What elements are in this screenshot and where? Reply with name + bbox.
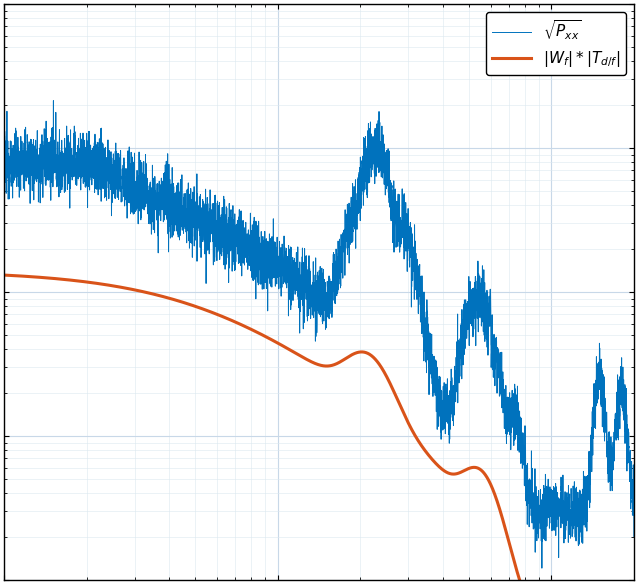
- $\sqrt{P_{xx}}$: [115, 169, 122, 176]
- $\sqrt{P_{xx}}$: [538, 565, 545, 572]
- $|W_f| * |T_{d/f}|$: [1, 272, 8, 279]
- Line: $\sqrt{P_{xx}}$: $\sqrt{P_{xx}}$: [4, 100, 634, 568]
- $\sqrt{P_{xx}}$: [518, 453, 526, 460]
- $\sqrt{P_{xx}}$: [241, 237, 249, 244]
- $|W_f| * |T_{d/f}|$: [115, 283, 122, 290]
- $|W_f| * |T_{d/f}|$: [378, 364, 385, 371]
- $|W_f| * |T_{d/f}|$: [410, 430, 417, 437]
- Legend: $\sqrt{P_{xx}}$, $|W_f| * |T_{d/f}|$: $\sqrt{P_{xx}}$, $|W_f| * |T_{d/f}|$: [486, 12, 626, 75]
- $\sqrt{P_{xx}}$: [470, 315, 478, 322]
- $\sqrt{P_{xx}}$: [378, 123, 386, 130]
- $\sqrt{P_{xx}}$: [630, 533, 637, 540]
- $\sqrt{P_{xx}}$: [1, 162, 8, 169]
- $|W_f| * |T_{d/f}|$: [470, 464, 478, 471]
- $|W_f| * |T_{d/f}|$: [241, 323, 249, 330]
- Line: $|W_f| * |T_{d/f}|$: $|W_f| * |T_{d/f}|$: [4, 275, 634, 584]
- $\sqrt{P_{xx}}$: [410, 260, 418, 267]
- $\sqrt{P_{xx}}$: [50, 97, 57, 104]
